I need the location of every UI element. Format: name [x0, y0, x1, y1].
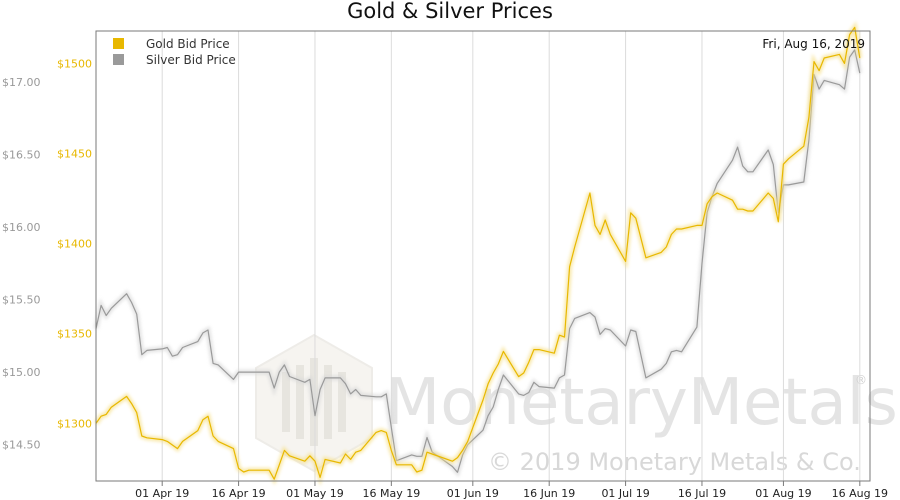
x-axis-ticks: 01 Apr 19 16 Apr 19 01 May 19 16 May 19 01 J…: [135, 481, 888, 500]
date-label: Fri, Aug 16, 2019: [762, 37, 865, 51]
left-axis-tick-label: $14.50: [2, 439, 41, 452]
chart-title: Gold & Silver Prices: [347, 0, 553, 23]
left-axis-tick-label: $16.00: [2, 221, 41, 234]
x-tick-label: 01 Jul 19: [601, 487, 649, 500]
left-axis-tick-label: $15.50: [2, 294, 41, 307]
left-axis-tick-label: $16.50: [2, 148, 41, 161]
x-tick-label: 16 Jul 19: [678, 487, 726, 500]
x-tick-label: 16 May 19: [362, 487, 420, 500]
left-axis-tick-label: $17.00: [2, 76, 41, 89]
watermark-brand: MonetaryMetals: [385, 366, 898, 440]
gold-axis-tick-label: $1400: [57, 237, 92, 250]
legend: Gold Bid Price Silver Bid Price: [113, 37, 236, 67]
gold-axis-tick-label: $1500: [57, 57, 92, 70]
vertical-gridlines: [161, 31, 861, 481]
legend-gold-swatch: [113, 38, 124, 49]
series-line-silver: [95, 49, 861, 473]
left-axis-ticks: $14.50 $15.00 $15.50 $16.00 $16.50 $17.00: [2, 76, 41, 452]
x-tick-label: 16 Jun 19: [523, 487, 575, 500]
legend-gold-label: Gold Bid Price: [146, 37, 230, 51]
x-tick-label: 01 Apr 19: [135, 487, 189, 500]
gold-axis-tick-label: $1450: [57, 147, 92, 160]
watermark-registered: ®: [855, 373, 867, 387]
plot-frame: [95, 30, 871, 482]
gold-axis-ticks: $1300 $1350 $1400 $1450 $1500: [57, 57, 92, 430]
x-tick-label: 01 Jun 19: [447, 487, 499, 500]
series-line-gold: [95, 26, 861, 480]
x-tick-label: 01 Aug 19: [755, 487, 811, 500]
legend-silver-swatch: [113, 54, 124, 65]
x-tick-label: 01 May 19: [286, 487, 344, 500]
legend-silver-label: Silver Bid Price: [146, 53, 236, 67]
legend-item-silver[interactable]: Silver Bid Price: [113, 53, 236, 67]
watermark-copyright: © 2019 Monetary Metals & Co.: [488, 448, 861, 476]
x-tick-label: 16 Aug 19: [832, 487, 888, 500]
series-lines: [93, 21, 863, 487]
gold-axis-tick-label: $1300: [57, 417, 92, 430]
gold-axis-tick-label: $1350: [57, 327, 92, 340]
left-axis-tick-label: $15.00: [2, 366, 41, 379]
x-tick-label: 16 Apr 19: [212, 487, 266, 500]
legend-item-gold[interactable]: Gold Bid Price: [113, 37, 230, 51]
